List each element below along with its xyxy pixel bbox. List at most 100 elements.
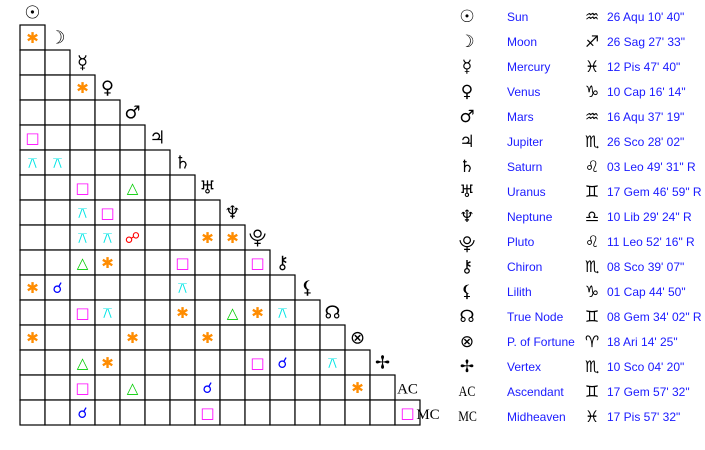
grid-cell [169,199,196,226]
planet-name: Saturn [507,160,543,174]
planet-name: Midheaven [507,410,566,424]
planet-position: 11 Leo 52' 16" R [607,235,695,249]
planet-position: 26 Aqu 10' 40" [607,10,685,24]
grid-cell [144,224,171,251]
list-item-mercury: ☿ Mercury ♓︎ 12 Pis 47' 40" [450,55,705,80]
planet-name: Moon [507,35,538,49]
grid-cell [69,99,96,126]
mercury-icon: ☿ [461,57,473,77]
p-of-fortune-glyph-icon: ⊗ [350,328,365,349]
planet-name: True Node [507,310,564,324]
grid-cell [44,249,71,276]
grid-cell [344,349,371,376]
zodiac-sign-icon: ♌︎ [584,157,600,176]
list-item-p-of-fortune: ⊗ P. of Fortune ♈︎ 18 Ari 14' 25" [450,330,705,355]
quincunx-aspect-icon: ⚻ [78,204,88,222]
grid-cell [119,299,146,326]
grid-cell [19,174,46,201]
quincunx-aspect-icon: ⚻ [53,154,63,172]
grid-cell [194,199,221,226]
grid-cell [219,324,246,351]
planet-position: 03 Leo 49' 31" R [607,160,696,174]
grid-cell [44,99,71,126]
planet-name: Ascendant [507,385,564,399]
list-item-jupiter: ♃ Jupiter ♏︎ 26 Sco 28' 02" [450,130,705,155]
square-aspect-icon: □ [75,304,89,322]
midheaven-icon: MC [458,409,477,425]
grid-cell [44,299,71,326]
grid-cell [244,374,271,401]
aspect-grid: ☉ ☽ ☿ ♀ ♂ ♃ ♄ ♅ ♆ ⯓ ⚷ ⚸ ☊ ⊗ ✢ AC MC ✱ ✱ □ ⚻ ⚻ □ △ ⚻ □ ⚻ ⚻ ☍ ✱ ✱ △ ✱ □ □ ✱ ☌ ⚻… [19,3,440,426]
vertex-glyph-icon: ✢ [375,353,390,374]
planet-position: 10 Lib 29' 24" R [607,210,692,224]
pluto-icon: ⯓ [458,235,476,255]
planet-name: Jupiter [507,135,544,149]
vertex-icon: ✢ [459,357,475,377]
grid-cell [44,174,71,201]
grid-cell [119,224,146,251]
grid-cell [69,374,96,401]
uranus-glyph-icon: ♅ [199,178,215,199]
planet-name: Mercury [507,60,551,74]
square-aspect-icon: □ [250,354,264,372]
moon-icon: ☽ [459,32,475,52]
grid-cell [19,349,46,376]
grid-cell [219,399,246,426]
list-item-lilith: ⚸ Lilith ♑︎ 01 Cap 44' 50" [450,280,705,305]
sextile-aspect-icon: ✱ [176,304,189,322]
sextile-aspect-icon: ✱ [76,79,89,97]
grid-cell [94,399,121,426]
planet-position: 18 Ari 14' 25" [607,335,678,349]
grid-cell [144,274,171,301]
grid-cell [194,349,221,376]
grid-cell [19,74,46,101]
list-item-ascendant: AC Ascendant ♊︎ 17 Gem 57' 32" [450,380,705,405]
square-aspect-icon: □ [250,254,264,272]
grid-cell [144,299,171,326]
trine-aspect-icon: △ [227,304,239,322]
zodiac-sign-icon: ♒︎ [584,7,600,26]
true-node-glyph-icon: ☊ [325,303,341,324]
zodiac-sign-icon: ♊︎ [584,307,600,326]
grid-cell [244,274,271,301]
opposition-aspect-icon: ☍ [125,229,140,247]
list-item-sun: ☉ Sun ♒︎ 26 Aqu 10' 40" [450,5,705,30]
grid-cell [94,274,121,301]
grid-cell [119,274,146,301]
zodiac-sign-icon: ♎︎ [584,207,600,226]
list-item-chiron: ⚷ Chiron ♏︎ 08 Sco 39' 07" [450,255,705,280]
planet-name: Chiron [507,260,543,274]
sextile-aspect-icon: ✱ [26,279,39,297]
jupiter-glyph-icon: ♃ [149,128,165,149]
grid-cell [94,99,121,126]
grid-cell [144,374,171,401]
grid-cell [219,249,246,276]
p-of-fortune-icon: ⊗ [459,332,475,352]
square-aspect-icon: □ [75,179,89,197]
grid-cell [19,299,46,326]
grid-cell [169,249,196,276]
list-item-vertex: ✢ Vertex ♏︎ 10 Sco 04' 20" [450,355,705,380]
saturn-icon: ♄ [459,157,475,177]
conjunction-aspect-icon: ☌ [202,379,212,397]
planet-name: Mars [507,110,534,124]
square-aspect-icon: □ [25,129,39,147]
sextile-aspect-icon: ✱ [101,254,114,272]
grid-cell [44,49,71,76]
grid-cell [19,99,46,126]
jupiter-icon: ♃ [459,132,475,152]
planet-name: Vertex [507,360,542,374]
grid-cell [119,199,146,226]
grid-cell [319,324,346,351]
grid-cell [119,374,146,401]
grid-cell [19,49,46,76]
grid-cell [44,349,71,376]
conjunction-aspect-icon: ☌ [77,404,87,422]
grid-cell [344,399,371,426]
planet-position: 26 Sag 27' 33" [607,35,685,49]
grid-cell [144,149,171,176]
neptune-icon: ♆ [459,207,475,227]
grid-cell [294,399,321,426]
planet-name: Neptune [507,210,553,224]
planet-position: 17 Pis 57' 32" [607,410,681,424]
